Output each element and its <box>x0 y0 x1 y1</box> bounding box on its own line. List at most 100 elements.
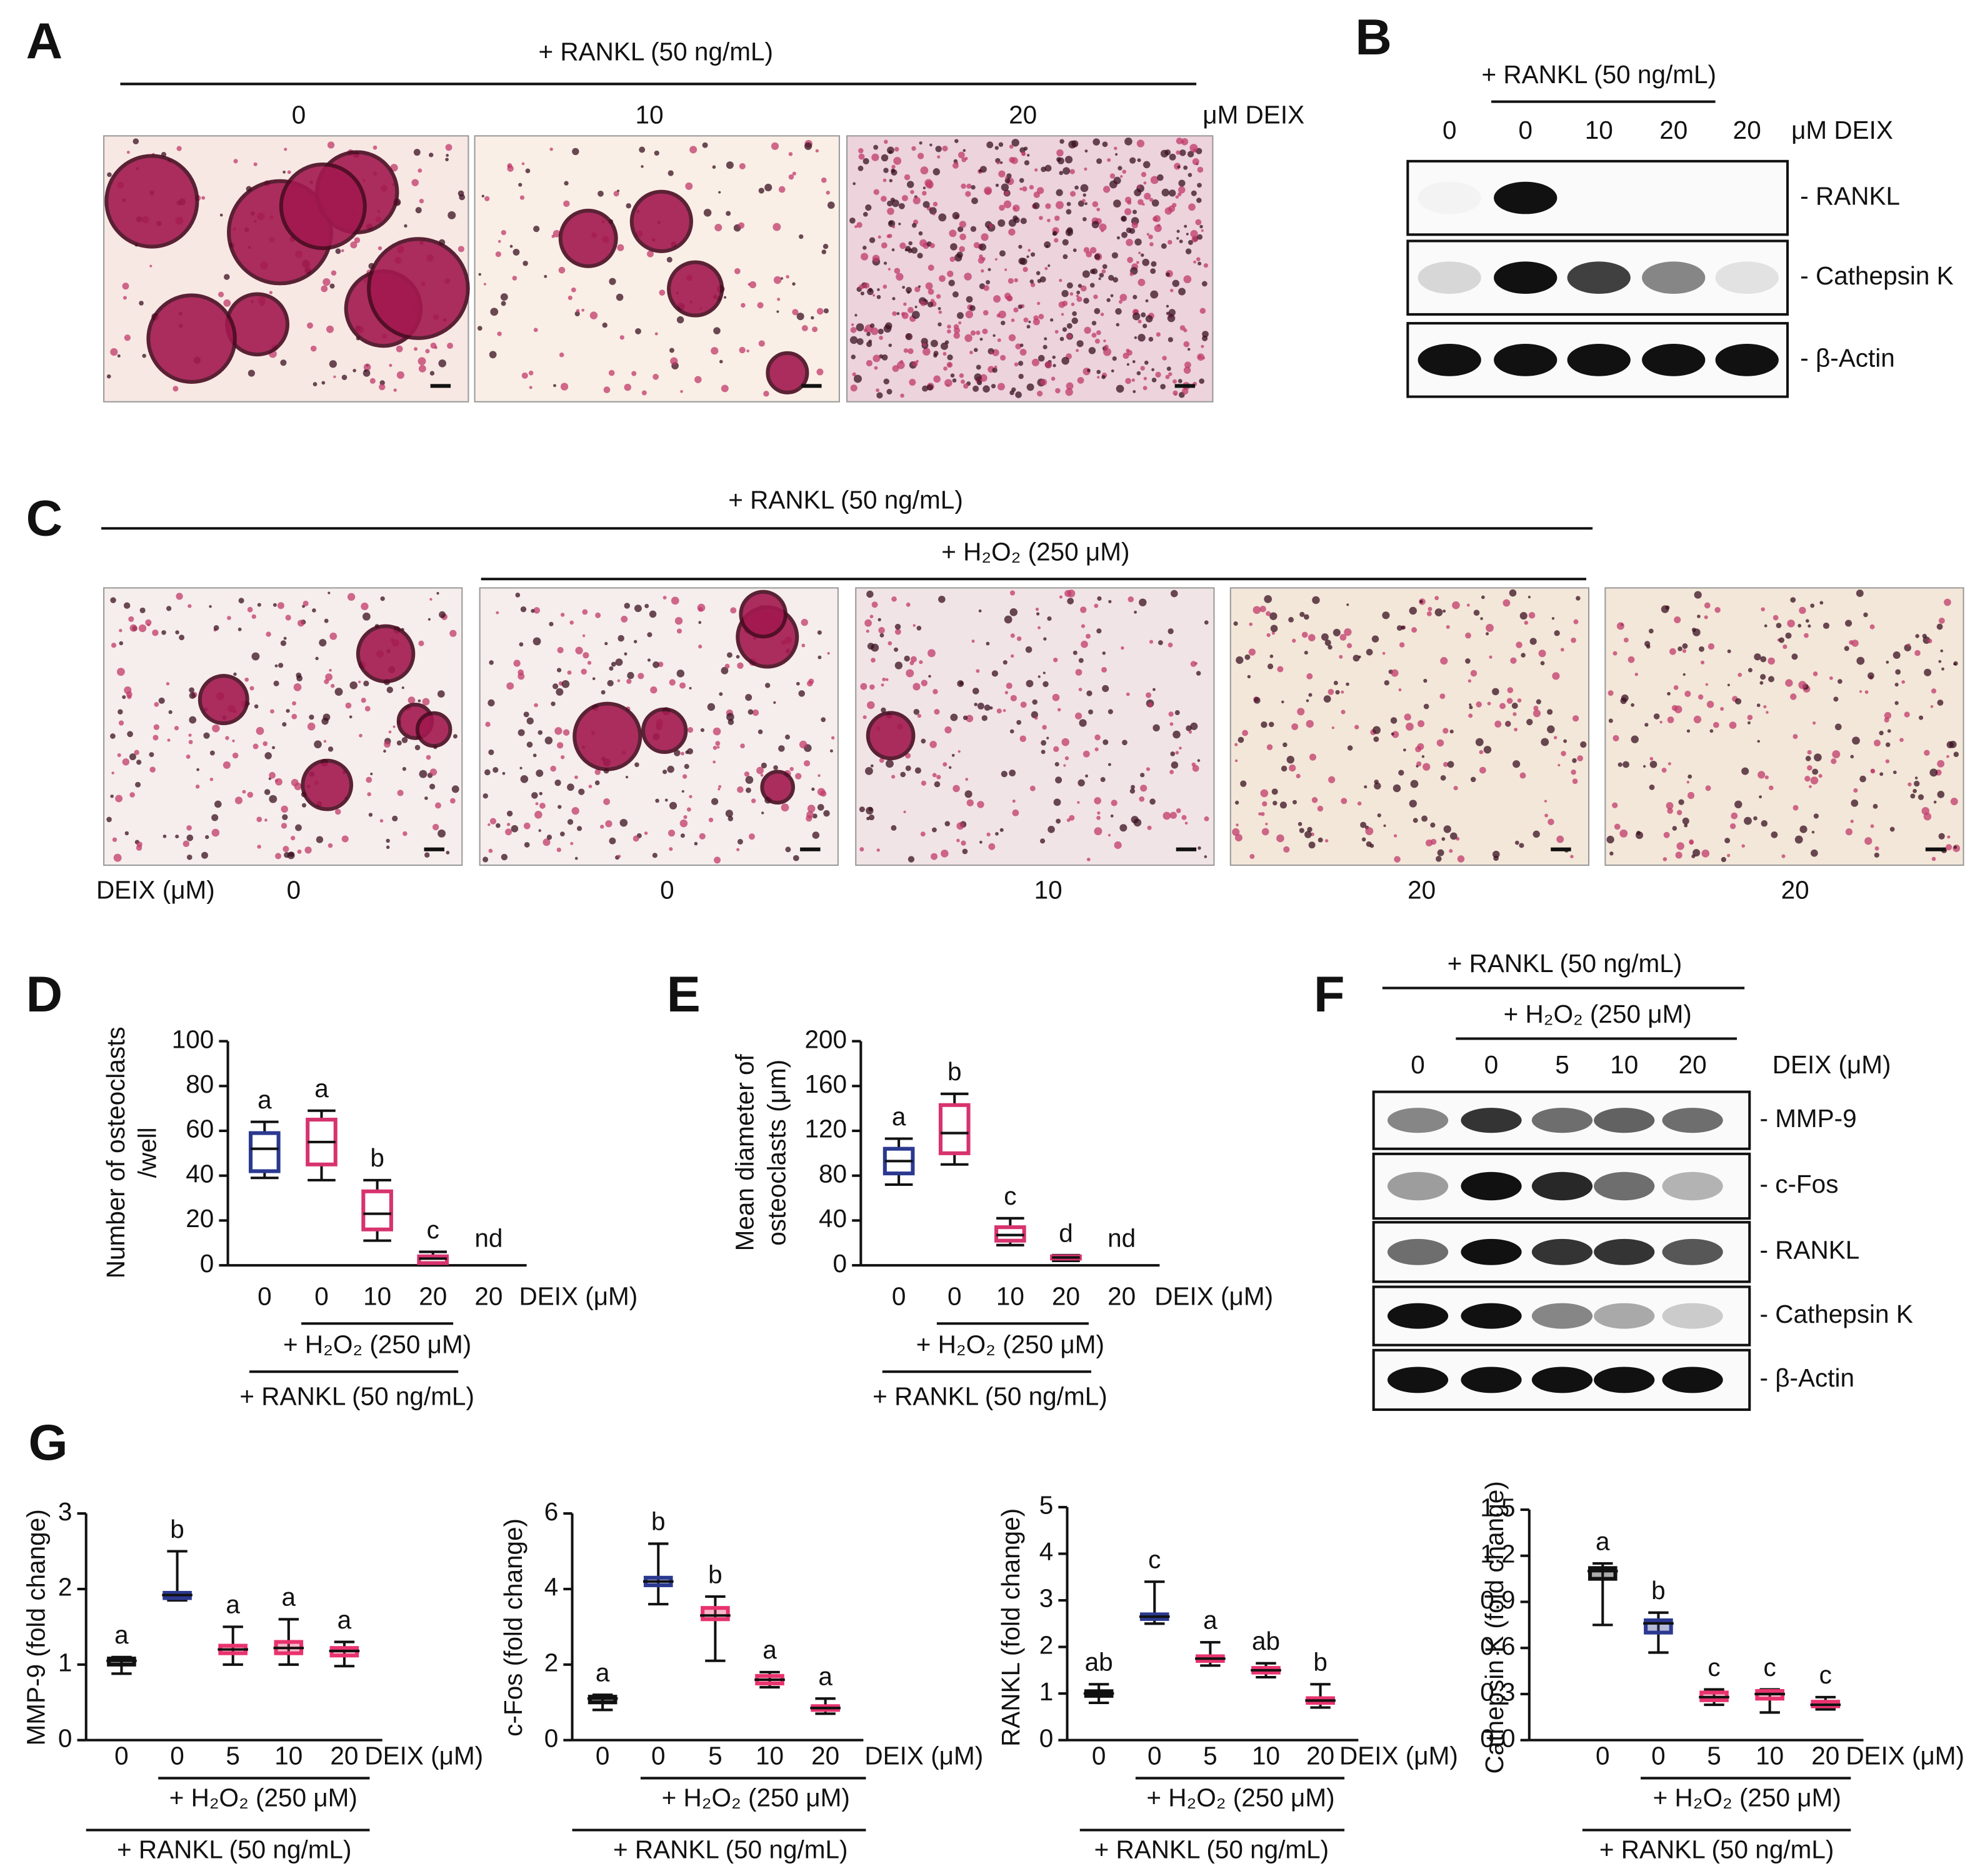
cell <box>367 792 371 796</box>
cell <box>1129 272 1134 276</box>
cell <box>1097 811 1101 815</box>
cell <box>1390 717 1398 724</box>
cell <box>920 300 926 306</box>
cell <box>1084 202 1088 206</box>
cell <box>1183 341 1190 348</box>
cell <box>721 666 729 675</box>
band <box>1594 1303 1655 1329</box>
cell <box>1096 158 1102 164</box>
cell <box>823 810 830 817</box>
cell <box>884 139 888 144</box>
cell <box>869 684 875 690</box>
cell <box>869 323 875 328</box>
cell <box>1044 164 1052 172</box>
cell <box>888 268 891 271</box>
cell <box>1042 344 1048 349</box>
cell <box>792 282 796 286</box>
cell <box>976 364 981 370</box>
cell <box>209 750 215 756</box>
cell <box>858 165 864 171</box>
cell <box>1699 646 1704 652</box>
cell <box>1899 738 1904 742</box>
band <box>1567 261 1631 294</box>
cell <box>544 274 548 278</box>
cell <box>644 831 648 835</box>
significance-letter: ab <box>1252 1627 1280 1655</box>
cell <box>773 765 778 770</box>
cell <box>567 819 574 825</box>
cell <box>1247 675 1251 679</box>
cell <box>1616 622 1624 630</box>
cell <box>122 296 127 300</box>
cell <box>979 166 987 173</box>
cell <box>122 283 129 290</box>
cell <box>922 385 928 392</box>
cell <box>1856 589 1864 597</box>
cell <box>1790 693 1797 700</box>
band-label: - β-Actin <box>1759 1363 1854 1392</box>
cell <box>1929 768 1938 777</box>
cell <box>1136 139 1145 148</box>
cell <box>995 183 999 188</box>
cell <box>1333 680 1338 685</box>
cell <box>392 815 398 821</box>
cell <box>908 348 914 354</box>
band <box>1461 1303 1522 1329</box>
cell <box>1541 738 1549 746</box>
cell <box>287 170 291 174</box>
y-tick-label: 0 <box>833 1249 848 1278</box>
cell <box>778 745 785 752</box>
cell <box>129 792 135 798</box>
cell <box>626 678 632 685</box>
cell <box>124 686 132 695</box>
cell <box>1394 856 1401 863</box>
cell <box>865 204 872 211</box>
cell <box>502 771 506 775</box>
cell <box>947 270 954 278</box>
cell <box>257 603 261 607</box>
cell <box>1074 712 1082 720</box>
cell <box>617 679 621 683</box>
cell <box>1606 835 1614 844</box>
cell <box>1072 311 1077 316</box>
cell <box>1160 384 1166 389</box>
dose-label: 20 <box>1733 116 1761 144</box>
cell <box>1551 617 1555 620</box>
cell <box>921 780 926 786</box>
cell <box>1184 224 1188 228</box>
cell <box>1953 661 1958 666</box>
cell <box>1161 243 1167 249</box>
cell <box>1443 761 1449 767</box>
cell <box>601 690 606 695</box>
cell <box>981 233 989 241</box>
cell <box>1812 671 1818 676</box>
cell <box>719 359 723 364</box>
cell <box>904 174 911 181</box>
scale-bar <box>424 847 444 851</box>
cell <box>113 853 122 862</box>
cell <box>1864 690 1869 694</box>
cell <box>1132 209 1138 214</box>
osteoclast <box>146 293 237 384</box>
cell <box>1936 623 1943 630</box>
cell <box>1754 653 1761 661</box>
cell <box>1845 619 1852 627</box>
cell <box>1807 765 1812 771</box>
osteoclast <box>198 674 249 726</box>
cell <box>718 788 721 791</box>
cell <box>1661 768 1667 773</box>
cell <box>282 814 288 820</box>
cell <box>582 652 589 659</box>
band <box>1594 1367 1655 1393</box>
cell <box>1373 736 1379 742</box>
cell <box>524 841 530 848</box>
dose-label: 0 <box>1518 116 1532 144</box>
cell <box>1076 296 1082 302</box>
osteoclast <box>760 770 795 805</box>
cell <box>1084 167 1088 171</box>
cell <box>274 779 278 783</box>
cell <box>935 146 942 153</box>
cell <box>1577 755 1584 761</box>
cell <box>402 766 406 771</box>
cell <box>1069 292 1074 296</box>
